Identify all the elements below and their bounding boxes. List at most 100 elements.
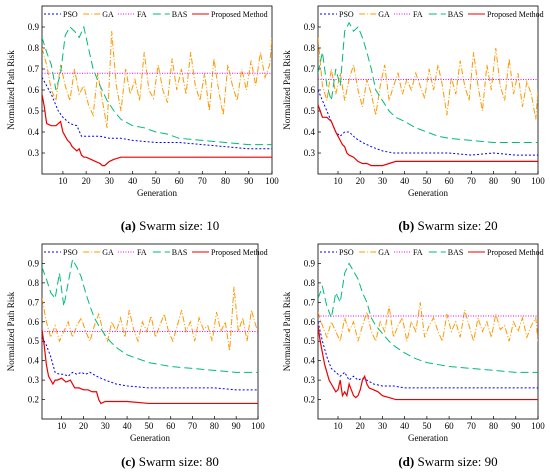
y-tick-label: 0.6 bbox=[304, 317, 316, 327]
x-tick-label: 20 bbox=[356, 176, 366, 186]
y-tick-label: 0.2 bbox=[28, 395, 39, 405]
legend-label: BAS bbox=[448, 10, 464, 19]
x-tick-label: 70 bbox=[188, 421, 198, 431]
x-tick-label: 80 bbox=[221, 176, 231, 186]
x-tick-label: 50 bbox=[422, 176, 432, 186]
x-tick-label: 90 bbox=[511, 421, 521, 431]
x-tick-label: 70 bbox=[467, 176, 477, 186]
y-tick-label: 0.8 bbox=[304, 43, 316, 53]
series-group-a bbox=[42, 25, 272, 167]
series-line-proposed-method bbox=[42, 329, 258, 405]
caption-d: (d) Swarm size: 90 bbox=[358, 454, 538, 470]
series-line-bas bbox=[42, 25, 272, 146]
y-tick-label: 0.8 bbox=[304, 278, 316, 288]
legend-label: Proposed Method bbox=[487, 10, 544, 19]
y-tick-label: 0.3 bbox=[304, 148, 316, 158]
legend-label: PSO bbox=[63, 248, 78, 257]
y-tick-label: 0.4 bbox=[304, 356, 316, 366]
legend-label: Proposed Method bbox=[211, 248, 268, 257]
x-tick-label: 30 bbox=[105, 176, 115, 186]
legend-label: BAS bbox=[172, 10, 188, 19]
x-tick-label: 10 bbox=[334, 176, 344, 186]
caption-a-letter: (a) bbox=[120, 218, 136, 233]
legend-label: GA bbox=[378, 10, 390, 19]
chart-a: 0.3 0.4 0.5 0.6 0.7 0.8 0.9 10 20 30 40 50 60 70 80 90 1… bbox=[6, 5, 279, 198]
y-tick-label: 0.9 bbox=[304, 22, 316, 32]
y-tick-label: 0.3 bbox=[28, 148, 40, 158]
y-tick-label: 0.9 bbox=[304, 258, 316, 268]
x-tick-label: 10 bbox=[334, 421, 344, 431]
series-line-pso bbox=[42, 77, 272, 150]
y-tick-label: 0.3 bbox=[304, 375, 316, 385]
x-tick-label: 90 bbox=[232, 421, 242, 431]
y-tick-label: 0.5 bbox=[28, 336, 40, 346]
caption-b-text: Swarm size: 20 bbox=[417, 218, 498, 233]
legend-label: FA bbox=[413, 248, 423, 257]
y-axis-label: Normalized Path Risk bbox=[6, 50, 16, 130]
x-tick-label: 80 bbox=[489, 176, 499, 186]
legend-c: PSO GA FA BAS Proposed Method bbox=[44, 248, 268, 257]
caption-b-letter: (b) bbox=[398, 218, 415, 233]
legend-a: PSO GA FA BAS Proposed Method bbox=[44, 10, 268, 19]
x-axis-label: Generation bbox=[408, 433, 448, 443]
x-tick-label: 40 bbox=[128, 176, 138, 186]
series-line-ga bbox=[42, 286, 258, 352]
x-tick-label: 50 bbox=[144, 421, 154, 431]
series-line-ga bbox=[318, 302, 538, 343]
x-tick-label: 60 bbox=[445, 176, 455, 186]
x-tick-label: 40 bbox=[123, 421, 133, 431]
legend-label: GA bbox=[102, 248, 114, 257]
x-tick-label: 90 bbox=[244, 176, 254, 186]
x-tick-label: 50 bbox=[151, 176, 161, 186]
y-tick-label: 0.4 bbox=[28, 356, 40, 366]
caption-c: (c) Swarm size: 80 bbox=[80, 454, 260, 470]
x-tick-label: 70 bbox=[467, 421, 477, 431]
x-tick-label: 90 bbox=[511, 176, 521, 186]
y-tick-label: 0.9 bbox=[28, 22, 40, 32]
series-line-proposed-method bbox=[318, 104, 538, 167]
y-tick-label: 0.4 bbox=[28, 127, 40, 137]
x-tick-label: 10 bbox=[57, 421, 67, 431]
y-tick-label: 0.8 bbox=[28, 278, 40, 288]
x-tick-label: 100 bbox=[251, 421, 265, 431]
x-tick-label: 80 bbox=[489, 421, 499, 431]
y-tick-label: 0.3 bbox=[28, 375, 40, 385]
caption-d-text: Swarm size: 90 bbox=[417, 454, 498, 469]
x-tick-label: 30 bbox=[101, 421, 111, 431]
y-axis-label: Normalized Path Risk bbox=[282, 291, 292, 371]
x-tick-label: 100 bbox=[531, 421, 545, 431]
y-tick-label: 0.7 bbox=[28, 297, 40, 307]
series-line-ga bbox=[318, 37, 538, 120]
y-axis-label: Normalized Path Risk bbox=[6, 291, 16, 371]
plot-area-a bbox=[41, 5, 273, 175]
y-tick-label: 0.2 bbox=[304, 395, 315, 405]
x-tick-label: 10 bbox=[58, 176, 68, 186]
y-tick-label: 0.6 bbox=[28, 85, 40, 95]
y-tick-label: 0.5 bbox=[28, 106, 40, 116]
y-tick-label: 0.8 bbox=[28, 43, 40, 53]
y-tick-label: 0.7 bbox=[304, 64, 316, 74]
series-line-proposed-method bbox=[318, 325, 538, 401]
x-tick-label: 80 bbox=[210, 421, 220, 431]
legend-label: Proposed Method bbox=[487, 248, 544, 257]
legend-label: FA bbox=[413, 10, 423, 19]
legend-label: Proposed Method bbox=[211, 10, 268, 19]
series-group-b bbox=[318, 21, 538, 167]
legend-label: BAS bbox=[172, 248, 188, 257]
x-tick-label: 30 bbox=[378, 176, 388, 186]
x-tick-label: 70 bbox=[198, 176, 208, 186]
y-tick-label: 0.9 bbox=[28, 258, 40, 268]
legend-label: FA bbox=[137, 10, 147, 19]
x-tick-label: 20 bbox=[356, 421, 366, 431]
x-tick-label: 60 bbox=[175, 176, 185, 186]
x-axis-label: Generation bbox=[408, 188, 448, 198]
x-axis-label: Generation bbox=[130, 433, 170, 443]
x-tick-label: 60 bbox=[166, 421, 176, 431]
legend-label: FA bbox=[137, 248, 147, 257]
y-tick-label: 0.7 bbox=[28, 64, 40, 74]
x-tick-label: 20 bbox=[79, 421, 89, 431]
legend-label: PSO bbox=[63, 10, 78, 19]
series-group-d bbox=[318, 262, 538, 401]
series-line-bas bbox=[318, 21, 538, 143]
series-line-ga bbox=[42, 31, 272, 128]
